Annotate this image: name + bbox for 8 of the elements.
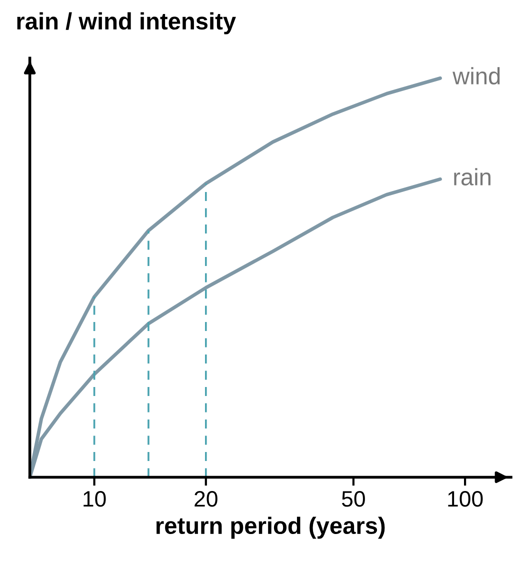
y-axis-title: rain / wind intensity — [17, 12, 236, 34]
series-label: wind — [452, 67, 500, 84]
x-axis-title: return period (years) — [156, 516, 385, 539]
x-tick-label: 20 — [194, 491, 218, 507]
x-tick-label: 50 — [342, 491, 365, 507]
x-tick-label: 10 — [84, 491, 106, 507]
x-tick-label: 100 — [448, 491, 483, 507]
series-label: rain — [454, 168, 490, 186]
